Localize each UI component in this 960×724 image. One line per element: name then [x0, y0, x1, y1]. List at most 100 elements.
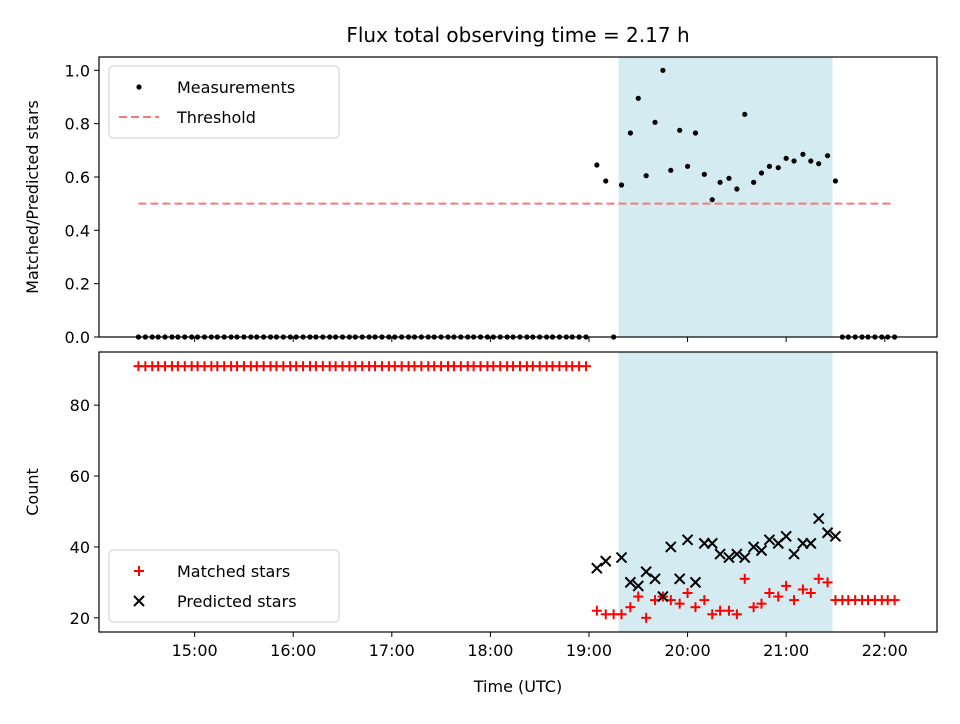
- chart-title: Flux total observing time = 2.17 h: [346, 23, 689, 47]
- data-point: [673, 573, 686, 585]
- legend-swatch: [134, 566, 144, 576]
- legend-label: Threshold: [176, 108, 256, 127]
- legend-swatch: [136, 84, 142, 90]
- data-point-b: [731, 548, 743, 560]
- data-point: [616, 609, 627, 620]
- data-point: [692, 130, 699, 136]
- data-point: [781, 580, 792, 591]
- x-tick-label: 22:00: [862, 641, 908, 660]
- legend-swatch: [133, 595, 145, 607]
- data-point: [775, 165, 781, 171]
- data-point-b: [689, 576, 702, 589]
- data-point-b: [600, 555, 612, 567]
- ratio-panel: 0.0 0.2 0.4 0.6 0.8 1.0 Measurements Threshold: [65, 56, 938, 347]
- data-point-b: [640, 566, 652, 578]
- data-point: [635, 95, 641, 101]
- data-point: [723, 605, 734, 616]
- data-point: [773, 591, 784, 602]
- legend: Matched stars Predicted stars: [108, 549, 340, 623]
- data-point: [813, 573, 824, 584]
- data-point-b: [739, 551, 751, 564]
- series-predicted-stars: [591, 512, 842, 603]
- data-point: [715, 605, 726, 616]
- data-point: [734, 186, 740, 192]
- data-point: [739, 573, 750, 584]
- data-point: [627, 130, 633, 136]
- y-tick-label: 20: [70, 609, 90, 628]
- data-point: [805, 588, 816, 599]
- data-point: [739, 551, 751, 564]
- x-axis-label: Time (UTC): [473, 677, 562, 696]
- data-point: [618, 182, 625, 188]
- axes-frame: [98, 351, 938, 633]
- data-point-b: [632, 580, 644, 592]
- y-tick-label: 0.4: [65, 221, 90, 240]
- data-point: [791, 158, 797, 164]
- data-point: [788, 548, 800, 560]
- x-tick-label: 17:00: [369, 641, 415, 660]
- y-tick-label: 60: [70, 467, 90, 486]
- data-point-b: [681, 534, 694, 546]
- data-point: [726, 175, 732, 181]
- x-tick-label: 20:00: [665, 641, 711, 660]
- x-tick-label: 15:00: [172, 641, 218, 660]
- data-point: [652, 119, 658, 125]
- y-tick-label: 0.0: [65, 328, 90, 347]
- data-point: [755, 544, 768, 557]
- data-point: [641, 612, 652, 623]
- data-point: [731, 548, 743, 560]
- series-matched-stars: [133, 361, 900, 623]
- data-point: [756, 598, 767, 609]
- data-point: [660, 67, 666, 73]
- data-point: [822, 577, 833, 588]
- data-point: [789, 595, 800, 606]
- data-point: [665, 541, 677, 553]
- data-point: [690, 602, 701, 613]
- y-axis-label-count: Count: [23, 468, 42, 516]
- data-point: [816, 161, 822, 167]
- data-point-b: [649, 573, 661, 585]
- data-point-b: [673, 573, 686, 585]
- x-tick-label: 18:00: [467, 641, 513, 660]
- legend-label: Measurements: [177, 78, 295, 97]
- data-point: [832, 178, 839, 184]
- legend-label: Predicted stars: [177, 592, 297, 611]
- data-point: [594, 162, 600, 168]
- data-point: [615, 551, 628, 564]
- data-point: [709, 197, 715, 203]
- data-point: [632, 580, 644, 592]
- data-point-b: [829, 530, 842, 543]
- data-point: [581, 361, 592, 372]
- data-point: [742, 111, 748, 117]
- data-point: [808, 158, 814, 164]
- data-point: [707, 609, 718, 620]
- legend: Measurements Threshold: [108, 65, 340, 139]
- data-point: [751, 179, 757, 185]
- data-point: [633, 591, 644, 602]
- data-point: [758, 170, 765, 176]
- data-point-b: [780, 530, 792, 543]
- x-tick-label: 16:00: [270, 641, 316, 660]
- data-point-b: [615, 551, 628, 564]
- data-point: [800, 151, 806, 157]
- data-point: [684, 163, 691, 169]
- data-point-b: [755, 544, 768, 557]
- data-point: [824, 153, 831, 159]
- legend-swatch-b: [133, 595, 145, 607]
- axes-frame: [98, 56, 938, 338]
- y-tick-label: 0.8: [65, 115, 90, 134]
- y-axis-label-ratio: Matched/Predicted stars: [23, 100, 42, 294]
- data-point-b: [714, 548, 726, 560]
- data-point: [764, 588, 775, 599]
- data-point: [714, 548, 726, 560]
- data-point: [591, 605, 602, 616]
- data-point: [706, 537, 718, 550]
- x-tick-label: 19:00: [566, 641, 612, 660]
- data-point-b: [821, 527, 834, 539]
- y-tick-label: 0.2: [65, 275, 90, 294]
- data-point: [603, 178, 609, 184]
- data-point: [797, 584, 808, 595]
- data-point: [805, 537, 817, 550]
- data-point: [821, 527, 834, 539]
